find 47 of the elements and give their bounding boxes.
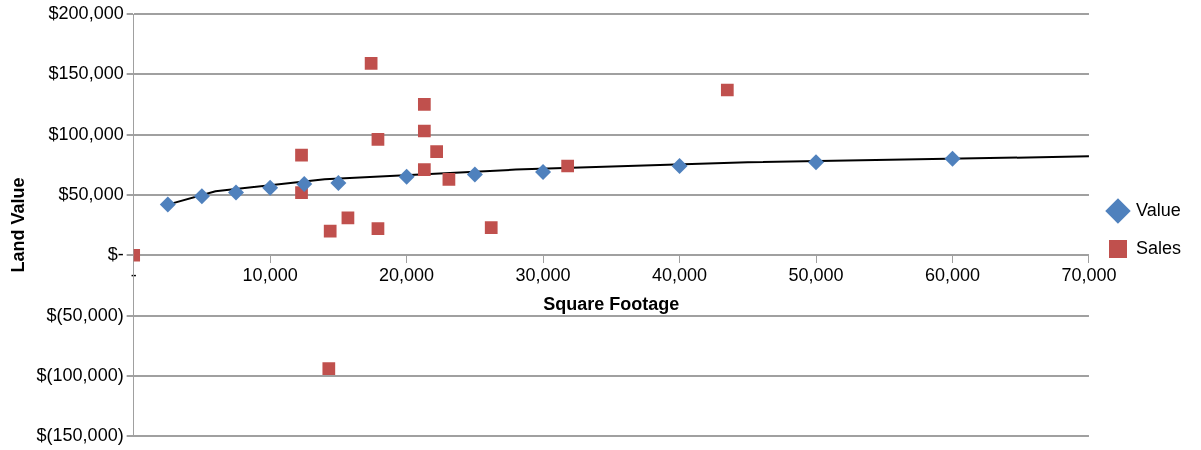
point — [228, 184, 245, 201]
point — [430, 145, 443, 158]
x-tick-label: 50,000 — [788, 265, 844, 286]
y-tick-label: $(50,000) — [46, 304, 124, 325]
x-tick-label: - — [130, 265, 137, 286]
point — [466, 166, 483, 183]
point — [417, 98, 431, 111]
legend-label: Sales — [1135, 237, 1181, 258]
x-tick-label: 10,000 — [242, 265, 298, 286]
x-tick-label: 70,000 — [1061, 265, 1117, 286]
point — [159, 196, 176, 213]
x-tick-label: 40,000 — [652, 265, 708, 286]
y-tick-label: $(100,000) — [36, 364, 124, 385]
y-tick-label: $100,000 — [48, 123, 124, 144]
point — [398, 168, 415, 185]
point — [371, 222, 385, 236]
point — [193, 188, 210, 205]
point — [371, 133, 385, 146]
point — [944, 150, 961, 167]
point — [671, 157, 688, 174]
point — [417, 163, 431, 176]
x-axis-title: Square Footage — [543, 293, 680, 314]
point — [720, 83, 734, 97]
point — [262, 179, 279, 196]
point — [808, 154, 825, 171]
point — [484, 221, 498, 234]
point — [323, 224, 337, 238]
y-tick-label: $50,000 — [58, 183, 124, 204]
point — [296, 176, 313, 193]
legend-label: Value — [1135, 199, 1181, 220]
y-tick-label: $150,000 — [48, 63, 124, 84]
y-axis-title: Land Value — [7, 177, 28, 273]
y-tick-label: $(150,000) — [36, 425, 124, 446]
y-tick-label: $200,000 — [48, 2, 124, 23]
point — [341, 211, 355, 225]
point — [442, 172, 456, 186]
point — [330, 174, 347, 191]
x-tick-label: 30,000 — [515, 265, 571, 286]
x-tick-label: 60,000 — [924, 265, 981, 286]
point — [364, 57, 378, 70]
point — [417, 124, 431, 138]
y-tick-label: $- — [107, 244, 124, 265]
x-tick-label: 20,000 — [379, 265, 435, 286]
point — [561, 159, 575, 173]
point — [295, 148, 308, 162]
point — [322, 362, 336, 376]
point — [535, 164, 552, 181]
